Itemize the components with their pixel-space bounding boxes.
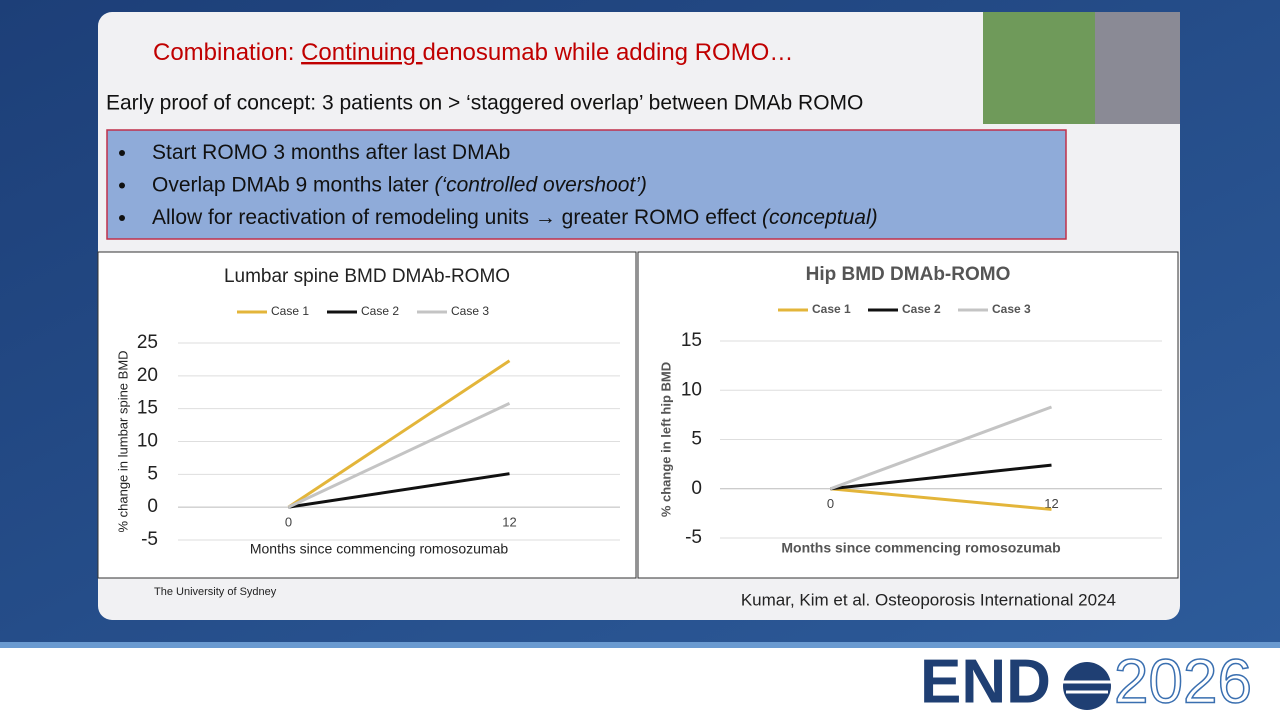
legend-label: Case 3 <box>451 304 489 318</box>
bullet-text: Overlap DMAb 9 months later (‘controlled… <box>152 173 647 196</box>
data-line <box>830 463 1052 491</box>
title-part: Combination: <box>153 39 301 66</box>
bullet-dot <box>119 150 125 156</box>
data-line <box>287 402 511 509</box>
bullet-text: Allow for reactivation of remodeling uni… <box>152 206 878 229</box>
legend-label: Case 1 <box>812 302 851 316</box>
y-tick-label: 15 <box>681 330 702 351</box>
data-line <box>288 472 510 509</box>
y-tick-label: 15 <box>137 398 158 419</box>
citation: Kumar, Kim et al. Osteoporosis Internati… <box>741 590 1116 609</box>
subtitle: Early proof of concept: 3 patients on > … <box>106 92 863 115</box>
bullet-part: Allow for reactivation of remodeling uni… <box>152 206 762 229</box>
divider <box>0 642 1280 648</box>
legend-label: Case 1 <box>271 304 309 318</box>
x-tick-label: 12 <box>502 515 516 530</box>
data-line <box>287 359 511 509</box>
x-tick-label: 0 <box>285 515 292 530</box>
x-tick-label: 12 <box>1044 496 1058 511</box>
bullet-part: Start ROMO 3 months after last DMAb <box>152 141 510 164</box>
chart-frame <box>97 251 637 579</box>
data-line <box>829 405 1053 491</box>
y-tick-label: 25 <box>137 332 158 353</box>
legend-label: Case 3 <box>992 302 1031 316</box>
logo-text: 2026 <box>1114 647 1252 716</box>
y-axis-label: % change in lumbar spine BMD <box>115 350 130 532</box>
chart-title: Hip BMD DMAb-ROMO <box>806 264 1011 285</box>
title-part: Continuing <box>301 39 422 66</box>
y-tick-label: 10 <box>137 431 158 452</box>
photo <box>983 12 1095 124</box>
institution: The University of Sydney <box>154 586 277 598</box>
chart-frame <box>637 251 1179 579</box>
y-axis-label: % change in left hip BMD <box>658 362 673 517</box>
bullet-box <box>106 129 1067 240</box>
y-tick-label: 20 <box>137 365 158 386</box>
bullet-italic: (conceptual) <box>762 206 878 229</box>
legend-label: Case 2 <box>361 304 399 318</box>
bullet-italic: (‘controlled overshoot’) <box>434 173 646 196</box>
chart: Hip BMD DMAb-ROMO -5 0 5 10 15 0 12 Months since… <box>658 264 1162 556</box>
y-tick-label: 0 <box>691 478 702 499</box>
bullet-dot <box>119 215 125 221</box>
bullet-text: Start ROMO 3 months after last DMAb <box>152 141 510 164</box>
chart: Lumbar spine BMD DMAb-ROMO -5 0 5 10 15 20 25 0 1… <box>115 266 620 557</box>
charts: Lumbar spine BMD DMAb-ROMO -5 0 5 10 15 20 25 0 1… <box>115 264 1162 557</box>
chart-title: Lumbar spine BMD DMAb-ROMO <box>224 266 510 287</box>
title-part: denosumab while adding ROMO… <box>423 39 794 66</box>
logo-globe-lines <box>1063 680 1111 694</box>
legend-label: Case 2 <box>902 302 941 316</box>
bullet-list: Start ROMO 3 months after last DMAb Overl… <box>119 141 878 229</box>
x-axis-label: Months since commencing romosozumab <box>781 540 1060 556</box>
logo-text: END <box>920 647 1051 716</box>
bullet-part: Overlap DMAb 9 months later <box>152 173 434 196</box>
x-axis-label: Months since commencing romosozumab <box>250 541 509 557</box>
photo <box>1095 12 1180 124</box>
y-tick-label: -5 <box>685 527 702 548</box>
bullet-dot <box>119 182 125 189</box>
x-tick-label: 0 <box>827 496 834 511</box>
y-tick-label: 5 <box>147 463 158 484</box>
y-tick-label: -5 <box>141 529 158 550</box>
slide-title: Combination: Continuing denosumab while … <box>153 39 793 66</box>
y-tick-label: 10 <box>681 379 702 400</box>
logo-globe <box>1063 662 1111 710</box>
data-line <box>830 487 1052 511</box>
y-tick-label: 0 <box>147 496 158 517</box>
y-tick-label: 5 <box>691 429 702 450</box>
